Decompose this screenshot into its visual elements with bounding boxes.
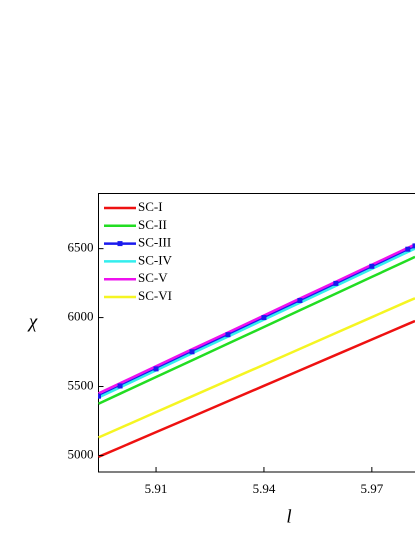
series-marker <box>153 366 159 372</box>
y-tick-label: 6500 <box>68 240 94 255</box>
legend-label: SC-IV <box>138 252 173 267</box>
series-marker <box>297 297 303 303</box>
series-line <box>98 255 415 405</box>
legend-label: SC-V <box>138 270 168 285</box>
y-axis-title: χ <box>27 311 38 332</box>
series-marker <box>117 383 123 389</box>
series-marker <box>225 332 231 338</box>
y-tick-label: 5500 <box>68 378 94 393</box>
y-tick-label: 5000 <box>68 446 94 461</box>
legend-marker <box>117 241 123 247</box>
series-marker <box>189 349 195 355</box>
legend-label: SC-VI <box>138 288 172 303</box>
x-tick-label: 5.97 <box>360 481 383 496</box>
plot-area <box>98 243 415 458</box>
series-marker <box>405 246 411 252</box>
y-tick-label: 6000 <box>68 309 94 324</box>
legend-label: SC-I <box>138 199 163 214</box>
x-tick-label: 5.94 <box>253 481 276 496</box>
series-line <box>98 297 415 439</box>
series-marker <box>412 243 415 249</box>
series-marker <box>369 263 375 269</box>
x-axis-title: l <box>286 506 291 527</box>
legend-label: SC-II <box>138 217 167 232</box>
x-tick-label: 5.91 <box>145 481 168 496</box>
series-line <box>98 319 415 458</box>
series-line <box>98 244 415 398</box>
legend-label: SC-III <box>138 235 171 250</box>
series-marker <box>98 393 101 399</box>
series-marker <box>261 315 267 321</box>
series-marker <box>333 280 339 286</box>
